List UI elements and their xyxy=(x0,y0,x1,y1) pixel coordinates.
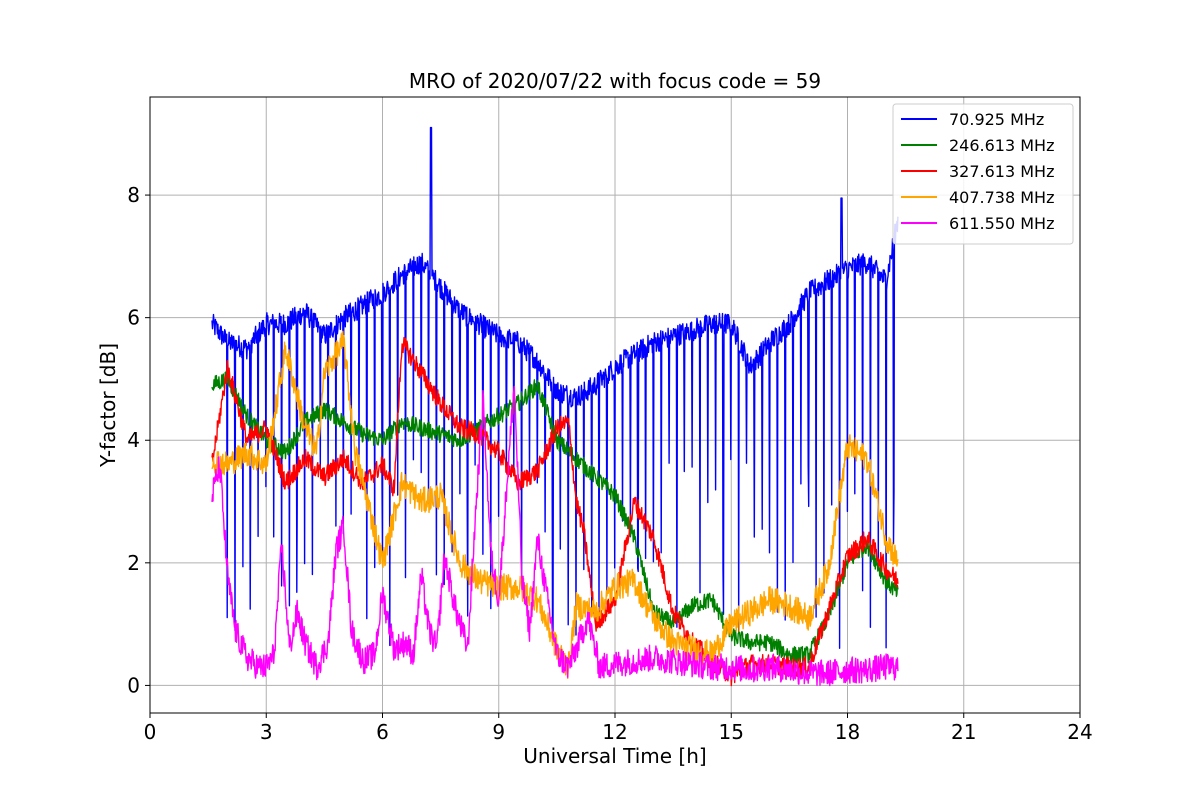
legend: 70.925 MHz 246.613 MHz 327.613 MHz 407.738 … xyxy=(892,103,1074,245)
y-tick-label: 4 xyxy=(127,428,140,452)
legend-entry: 327.613 MHz xyxy=(949,162,1054,181)
legend-box xyxy=(892,103,1074,245)
series-line-0 xyxy=(211,126,899,649)
x-tick-label: 9 xyxy=(492,720,505,744)
x-tick-label: 3 xyxy=(260,720,273,744)
x-tick-label: 18 xyxy=(835,720,860,744)
plot-area xyxy=(211,126,899,687)
x-axis-label: Universal Time [h] xyxy=(523,744,706,768)
series-line-3 xyxy=(211,330,899,679)
y-axis-label: Y-factor [dB] xyxy=(96,343,120,468)
x-tick-label: 6 xyxy=(376,720,389,744)
series-line-2 xyxy=(211,336,899,687)
y-tick-label: 2 xyxy=(127,551,140,575)
x-tick-label: 0 xyxy=(144,720,157,744)
x-tick-label: 12 xyxy=(602,720,627,744)
y-tick-label: 0 xyxy=(127,673,140,697)
series-line-4 xyxy=(211,385,899,687)
y-tick-label: 8 xyxy=(127,183,140,207)
legend-entry: 70.925 MHz xyxy=(949,110,1044,129)
legend-entry: 246.613 MHz xyxy=(949,136,1054,155)
chart-title: MRO of 2020/07/22 with focus code = 59 xyxy=(409,69,821,93)
legend-entry: 611.550 MHz xyxy=(949,214,1054,233)
x-tick-label: 21 xyxy=(951,720,976,744)
y-tick-label: 6 xyxy=(127,306,140,330)
x-tick-label: 24 xyxy=(1067,720,1092,744)
legend-entry: 407.738 MHz xyxy=(949,188,1054,207)
x-tick-label: 15 xyxy=(719,720,744,744)
